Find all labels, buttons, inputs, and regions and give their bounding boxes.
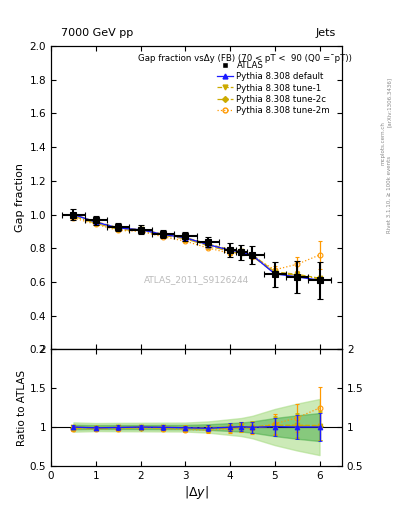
Text: ATLAS_2011_S9126244: ATLAS_2011_S9126244 xyxy=(144,275,249,284)
Text: Rivet 3.1.10, ≥ 100k events: Rivet 3.1.10, ≥ 100k events xyxy=(387,156,391,233)
Text: Gap fraction vsΔy (FB) (70 < pT <  90 (Q0 =¯pT)): Gap fraction vsΔy (FB) (70 < pT < 90 (Q0… xyxy=(138,54,352,62)
X-axis label: $|\Delta y|$: $|\Delta y|$ xyxy=(184,483,209,501)
Text: [arXiv:1306.3436]: [arXiv:1306.3436] xyxy=(387,77,391,127)
Text: mcplots.cern.ch: mcplots.cern.ch xyxy=(381,121,386,165)
Legend: ATLAS, Pythia 8.308 default, Pythia 8.308 tune-1, Pythia 8.308 tune-2c, Pythia 8: ATLAS, Pythia 8.308 default, Pythia 8.30… xyxy=(214,58,334,118)
Y-axis label: Gap fraction: Gap fraction xyxy=(15,163,26,232)
Text: Jets: Jets xyxy=(316,28,336,38)
Text: 7000 GeV pp: 7000 GeV pp xyxy=(61,28,133,38)
Y-axis label: Ratio to ATLAS: Ratio to ATLAS xyxy=(17,370,27,445)
